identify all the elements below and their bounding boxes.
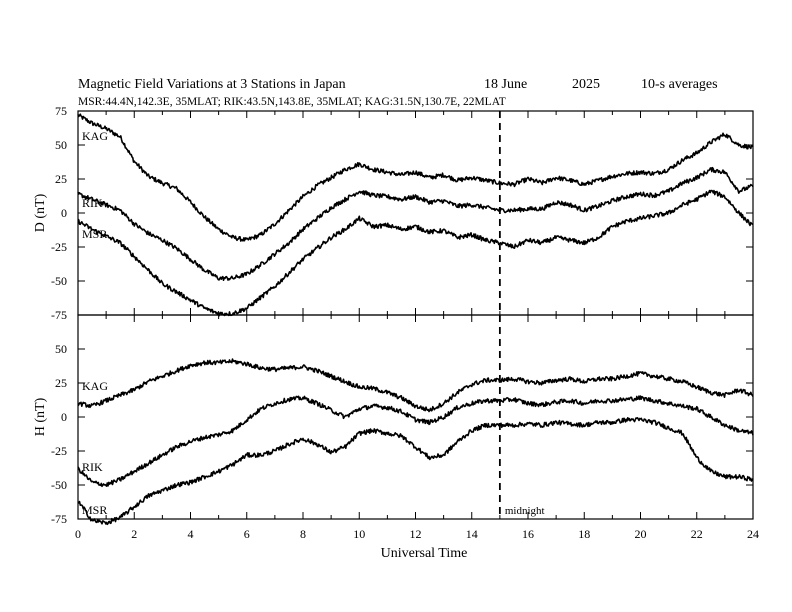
x-tick-label: 24 — [747, 527, 759, 541]
x-tick-label: 14 — [466, 527, 478, 541]
chart-date: 18 June — [484, 77, 527, 92]
chart-title: Magnetic Field Variations at 3 Stations … — [78, 77, 346, 92]
series-line-msr — [77, 189, 754, 317]
y-axis-label: D (nT) — [33, 193, 48, 232]
station-coordinates: MSR:44.4N,142.3E, 35MLAT; RIK:43.5N,143.… — [78, 96, 506, 108]
y-tick-label: -75 — [51, 308, 67, 322]
y-tick-label: -50 — [51, 274, 67, 288]
plot-frame-1 — [77, 110, 754, 316]
series-line-kag — [77, 113, 754, 242]
y-tick-label: -25 — [51, 444, 67, 458]
y-tick-label: 25 — [55, 172, 67, 186]
y-tick-label: 50 — [55, 342, 67, 356]
plot-frame-2 — [77, 314, 754, 520]
series-line-msr — [77, 417, 754, 526]
y-tick-label: -25 — [51, 240, 67, 254]
x-tick-label: 2 — [131, 527, 137, 541]
x-tick-label: 8 — [300, 527, 306, 541]
series-label-kag: KAG — [82, 129, 108, 143]
y-tick-label: 50 — [55, 138, 67, 152]
x-tick-label: 22 — [691, 527, 703, 541]
x-tick-label: 4 — [188, 527, 194, 541]
x-tick-label: 16 — [522, 527, 534, 541]
series-label-rik: RIK — [82, 196, 103, 210]
y-tick-label: 0 — [61, 206, 67, 220]
y-tick-label: -50 — [51, 478, 67, 492]
x-tick-label: 0 — [75, 527, 81, 541]
series-line-rik — [77, 166, 754, 281]
y-axis-label: H (nT) — [33, 397, 48, 436]
series-label-msr: MSR — [82, 227, 107, 241]
x-axis-label: Universal Time — [381, 546, 468, 561]
x-tick-label: 12 — [410, 527, 422, 541]
x-tick-label: 18 — [578, 527, 590, 541]
y-tick-label: -75 — [51, 512, 67, 526]
series-line-kag — [77, 358, 754, 413]
chart-averaging: 10-s averages — [641, 77, 718, 92]
x-tick-label: 6 — [244, 527, 250, 541]
series-label-kag: KAG — [82, 379, 108, 393]
y-tick-label: 0 — [61, 410, 67, 424]
x-tick-label: 10 — [353, 527, 365, 541]
y-tick-label: 75 — [55, 104, 67, 118]
midnight-label: midnight — [505, 505, 545, 517]
series-label-msr: MSR — [82, 503, 107, 517]
series-label-rik: RIK — [82, 460, 103, 474]
x-tick-label: 20 — [635, 527, 647, 541]
chart-year: 2025 — [572, 77, 600, 92]
series-line-rik — [77, 395, 754, 488]
y-tick-label: 25 — [55, 376, 67, 390]
